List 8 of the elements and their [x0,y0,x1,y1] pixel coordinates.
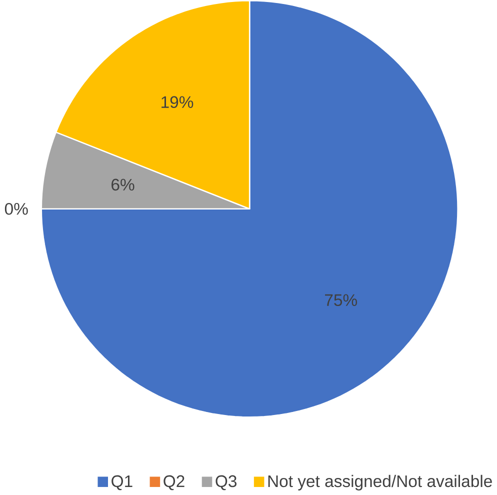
text: 0% [4,203,28,215]
legend-label: Q3 [216,475,236,490]
legend-label: Not yet assigned/Not available [268,474,492,491]
legend-label: Q1 [112,475,132,490]
data-label: 6% [112,178,134,191]
legend-label: Q2 [164,475,184,490]
data-label: 19% [162,96,194,108]
data-label: 75% [325,294,358,306]
